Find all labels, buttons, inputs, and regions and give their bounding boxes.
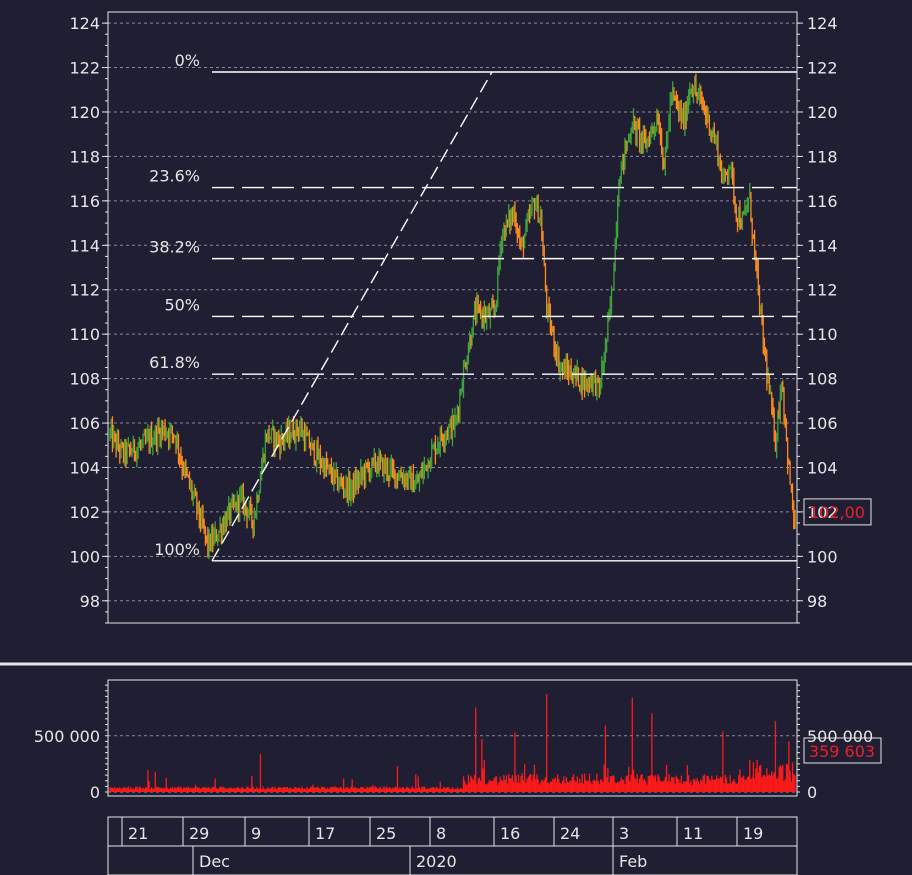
price-bars xyxy=(109,73,796,560)
price-axis-label-right: 118 xyxy=(807,147,838,166)
fib-level-label: 100% xyxy=(154,540,200,559)
month-label: Feb xyxy=(619,852,647,871)
price-axis-label-right: 108 xyxy=(807,370,838,389)
price-axis-label-left: 100 xyxy=(69,547,100,566)
fib-level-label: 0% xyxy=(175,51,200,70)
price-axis-label-left: 98 xyxy=(80,592,100,611)
fib-trend-line xyxy=(211,71,493,562)
fib-level-label: 38.2% xyxy=(149,238,200,257)
fib-level-label: 50% xyxy=(164,295,200,314)
price-axis-label-left: 114 xyxy=(69,236,100,255)
last-price-badge-box xyxy=(803,498,872,526)
time-axis: 21 29 9 17 25 8 16 24 3 11 19 Dec 2020 Feb xyxy=(107,816,798,875)
fib-level-label: 61.8% xyxy=(149,353,200,372)
day-tick-label: 9 xyxy=(251,824,261,843)
price-axis-label-left: 106 xyxy=(69,414,100,433)
price-axis-label-right: 122 xyxy=(807,59,838,78)
day-tick-label: 29 xyxy=(189,824,209,843)
price-axis-label-right: 116 xyxy=(807,192,838,211)
day-tick-label: 16 xyxy=(500,824,520,843)
day-tick-label: 8 xyxy=(436,824,446,843)
volume-axis-label-right: 0 xyxy=(807,783,817,802)
last-volume-badge-box xyxy=(803,737,882,764)
price-axis-label-right: 100 xyxy=(807,547,838,566)
day-tick-label: 19 xyxy=(743,824,763,843)
price-axis-label-right: 102 xyxy=(807,503,838,522)
month-label: Dec xyxy=(199,852,230,871)
last-volume-badge: 359 603 xyxy=(809,742,875,761)
price-axis-label-left: 118 xyxy=(69,147,100,166)
price-axis-label-left: 102 xyxy=(69,503,100,522)
price-axis-label-right: 114 xyxy=(807,236,838,255)
day-tick-label: 3 xyxy=(619,824,629,843)
volume-axis-label-left: 500 000 xyxy=(34,727,100,746)
day-tick-label: 25 xyxy=(376,824,396,843)
last-price-badge: 102,00 xyxy=(809,503,865,522)
volume-plot-frame xyxy=(107,679,798,797)
price-axis-label-left: 110 xyxy=(69,325,100,344)
day-tick-label: 17 xyxy=(315,824,335,843)
price-axis-label-right: 120 xyxy=(807,103,838,122)
day-tick-label: 24 xyxy=(560,824,580,843)
volume-axis-label-left: 0 xyxy=(90,783,100,802)
price-axis-label-left: 124 xyxy=(69,14,100,33)
price-axis-label-left: 104 xyxy=(69,458,100,477)
volume-axis-label-right: 500 000 xyxy=(807,727,873,746)
price-axis-label-right: 110 xyxy=(807,325,838,344)
price-axis-label-left: 108 xyxy=(69,370,100,389)
price-axis-label-right: 106 xyxy=(807,414,838,433)
day-tick-label: 11 xyxy=(683,824,703,843)
price-axis-label-right: 124 xyxy=(807,14,838,33)
day-tick-label: 21 xyxy=(128,824,148,843)
price-plot-frame xyxy=(107,11,798,624)
price-axis-label-left: 122 xyxy=(69,59,100,78)
price-axis-label-right: 112 xyxy=(807,281,838,300)
month-label: 2020 xyxy=(416,852,457,871)
price-axis-label-right: 104 xyxy=(807,458,838,477)
volume-bars xyxy=(109,694,796,792)
price-panel: 98 98 100 100 102 102 104 104 106 106 108 108 110 110… xyxy=(0,11,912,666)
price-axis-label-left: 120 xyxy=(69,103,100,122)
fib-level-label: 23.6% xyxy=(149,167,200,186)
price-axis-label-right: 98 xyxy=(807,592,827,611)
price-axis-label-left: 112 xyxy=(69,281,100,300)
price-axis-label-left: 116 xyxy=(69,192,100,211)
